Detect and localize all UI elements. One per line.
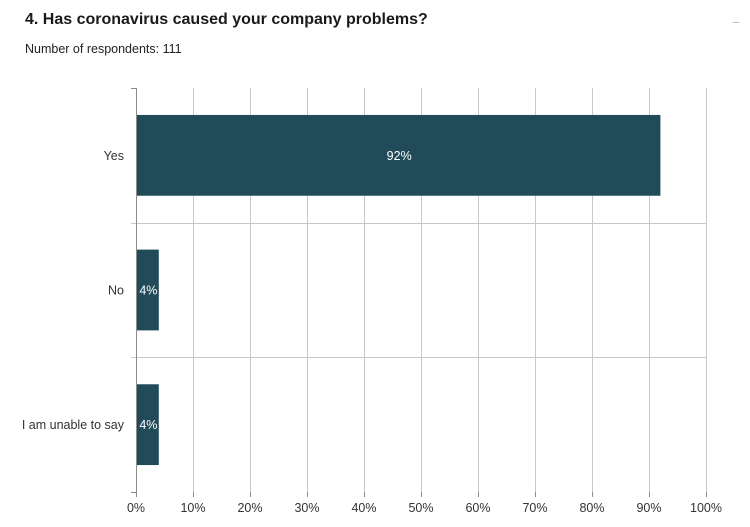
x-tick-label: 0% [127,501,145,515]
gridlines [131,88,707,492]
chart-title: 4. Has coronavirus caused your company p… [25,11,428,28]
labels: 0% 10% 20% 30% 40% 50% 60% 70% 80% 90% 100% Yes 92% N… [22,149,722,515]
category-label: I am unable to say [22,418,125,432]
respondent-count: Number of respondents: 111 [25,42,182,56]
category-label: Yes [104,149,124,163]
menu-handle-icon [733,22,739,23]
x-tick-label: 90% [636,501,661,515]
data-label: 4% [139,284,157,298]
bar-1 [137,249,159,331]
x-tick-label: 70% [522,501,547,515]
data-label: 4% [139,418,157,432]
x-tick-label: 30% [294,501,319,515]
x-tick-label: 10% [180,501,205,515]
bars [137,114,661,466]
data-label: 92% [387,149,412,163]
bar-0 [137,114,661,196]
axes [131,88,707,497]
x-tick-label: 50% [408,501,433,515]
x-tick-label: 20% [237,501,262,515]
x-tick-label: 60% [465,501,490,515]
x-tick-label: 100% [690,501,722,515]
x-tick-label: 80% [579,501,604,515]
x-tick-label: 40% [351,501,376,515]
bar-2 [137,384,159,466]
category-label: No [108,284,124,298]
